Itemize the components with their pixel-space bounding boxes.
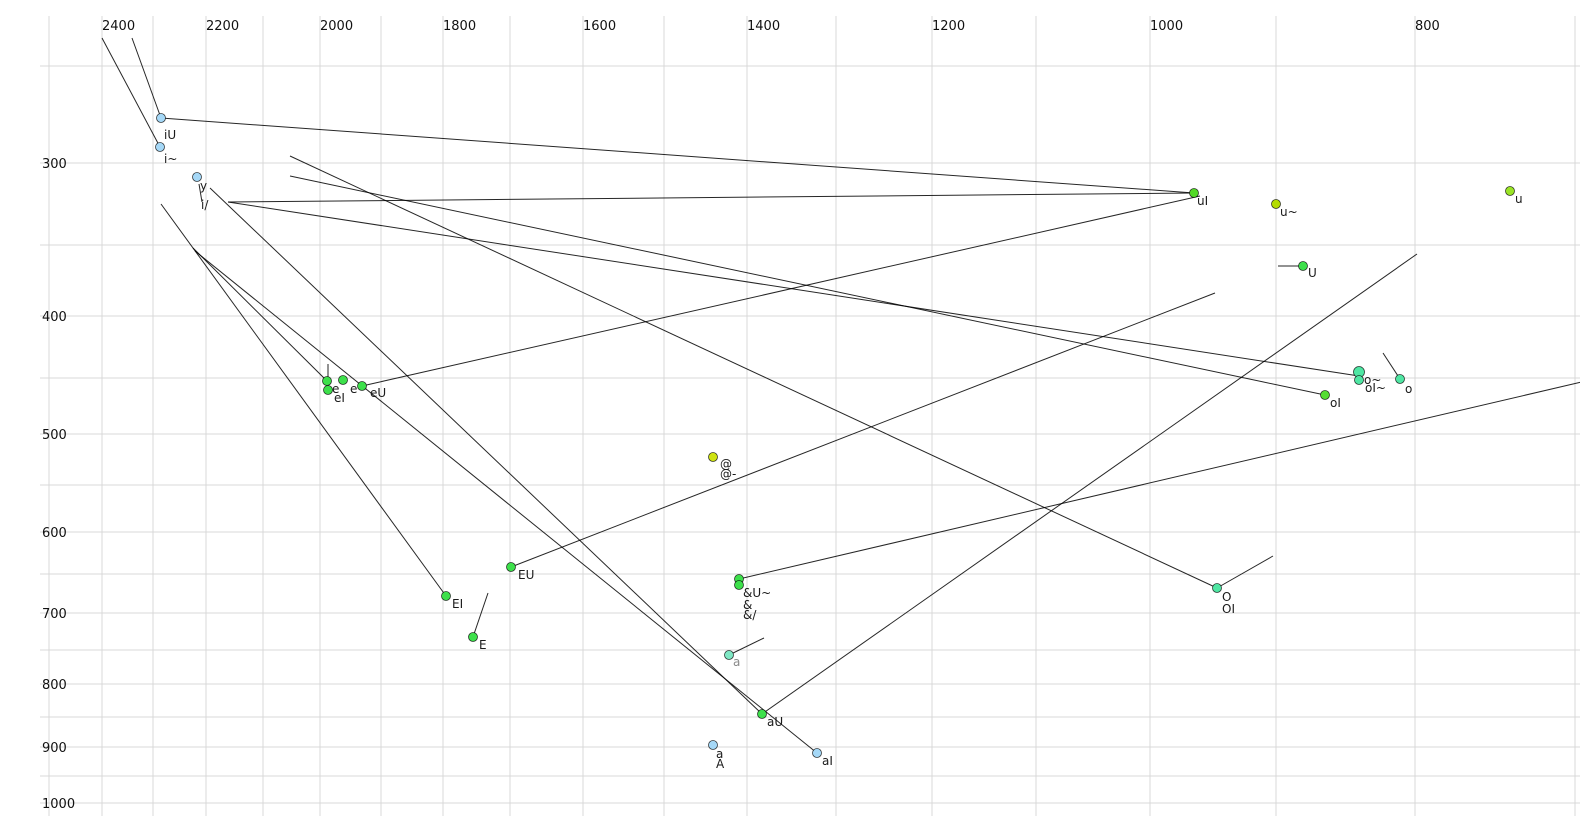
data-point-& <box>734 580 744 590</box>
point-label-iU: iU <box>164 128 176 142</box>
x-axis-tick-label: 1200 <box>932 19 965 34</box>
point-label-a: A <box>716 757 725 771</box>
diphthong-line <box>361 195 1201 387</box>
point-label-aI: aI <box>822 754 833 768</box>
x-axis-tick-label: 800 <box>1415 19 1440 34</box>
y-axis-tick-label: 700 <box>42 607 67 622</box>
point-label-e: e <box>332 382 339 396</box>
point-label-&: &/ <box>743 608 757 622</box>
chart-background <box>40 16 1580 816</box>
point-label-oI~: oI~ <box>1365 381 1386 395</box>
data-point-@ <box>708 452 718 462</box>
diphthong-line <box>192 247 328 382</box>
diphthong-line <box>194 250 818 754</box>
x-axis-tick-label: 1600 <box>583 19 616 34</box>
data-point-eI <box>323 385 333 395</box>
diphthong-line <box>1382 352 1401 380</box>
y-axis-tick-label: 1000 <box>42 797 75 812</box>
data-point-uI <box>1189 188 1199 198</box>
diphthong-line <box>101 37 161 148</box>
point-label-U: U <box>1308 266 1317 280</box>
x-axis-tick-label: 1800 <box>443 19 476 34</box>
data-point-O <box>1212 583 1222 593</box>
data-point-eU <box>357 381 367 391</box>
point-label-O: O <box>1222 590 1231 604</box>
point-label-i/: i/ <box>201 198 209 212</box>
chart-canvas: 2400 2200 2000 1800 1600 1400 1200 1000 800 300 40… <box>40 16 1580 816</box>
diphthong-line <box>209 187 763 715</box>
point-label-o: o <box>1405 382 1412 396</box>
diphthong-line <box>1216 555 1274 589</box>
point-label-EI: EI <box>452 597 463 611</box>
data-point-aI <box>812 748 822 758</box>
diphthong-line <box>761 253 1418 715</box>
point-label-O: OI <box>1222 602 1235 616</box>
y-axis-tick-label: 900 <box>42 741 67 756</box>
point-label-aU: aU <box>767 715 783 729</box>
data-point-e <box>322 376 332 386</box>
x-axis-tick-label: 2200 <box>206 19 239 34</box>
data-point-EI <box>441 591 451 601</box>
vowel-formant-chart: 2400 2200 2000 1800 1600 1400 1200 1000 800 300 40… <box>40 16 1580 816</box>
data-point-i~ <box>155 142 165 152</box>
data-point-oI~ <box>1354 375 1364 385</box>
point-label-a-mid: a <box>733 655 740 669</box>
point-label-EU: EU <box>518 568 534 582</box>
data-point-aU <box>757 709 767 719</box>
y-axis-tick-label: 500 <box>42 428 67 443</box>
data-point-a <box>708 740 718 750</box>
point-label-&: & <box>743 598 752 612</box>
diphthong-line <box>510 292 1216 568</box>
point-label-eI: eI <box>334 391 345 405</box>
data-point-u~ <box>1271 199 1281 209</box>
point-label-&: &U~ <box>743 586 771 600</box>
point-label-eU: eU <box>370 386 386 400</box>
diphthong-line <box>289 155 1218 589</box>
y-axis-tick-label: 800 <box>42 678 67 693</box>
data-point-EU <box>506 562 516 572</box>
point-label-a: a <box>716 747 723 761</box>
diphthong-line <box>227 201 1360 377</box>
x-axis-tick-label: 1400 <box>747 19 780 34</box>
diphthong-line <box>131 37 162 119</box>
diphthong-line <box>160 203 447 597</box>
point-label-E: E <box>479 638 487 652</box>
data-point-e2 <box>338 375 348 385</box>
diphthong-line <box>160 117 1195 194</box>
data-point-oI <box>1320 390 1330 400</box>
data-point-U <box>1298 261 1308 271</box>
diphthong-line <box>728 637 765 656</box>
point-label-@: @ <box>720 457 732 471</box>
x-axis-tick-label: 2000 <box>320 19 353 34</box>
data-point-a-mid <box>724 650 734 660</box>
point-label-u: u <box>1515 192 1523 206</box>
point-label-e2: e <box>350 382 357 396</box>
diphthong-line <box>227 192 1195 203</box>
y-axis-tick-label: 600 <box>42 526 67 541</box>
point-label-@: @- <box>720 467 736 481</box>
x-axis-tick-label: 2400 <box>102 19 135 34</box>
x-axis-tick-label: 1000 <box>1150 19 1183 34</box>
y-axis-tick-label: 400 <box>42 310 67 325</box>
point-label-uI: uI <box>1197 194 1208 208</box>
point-label-i~: i~ <box>164 152 177 166</box>
point-label-y: y <box>200 179 207 193</box>
point-label-u~: u~ <box>1280 205 1298 219</box>
data-point-y <box>192 172 202 182</box>
y-axis-tick-label: 300 <box>42 157 67 172</box>
data-point-o <box>1395 374 1405 384</box>
point-label-o~: o~ <box>1364 373 1381 387</box>
data-point-iU <box>156 113 166 123</box>
point-label-oI: oI <box>1330 396 1341 410</box>
data-point-E <box>468 632 478 642</box>
diphthong-line <box>198 183 203 203</box>
diphthong-line <box>472 592 489 638</box>
data-point-u <box>1505 186 1515 196</box>
diphthong-line <box>738 381 1580 580</box>
